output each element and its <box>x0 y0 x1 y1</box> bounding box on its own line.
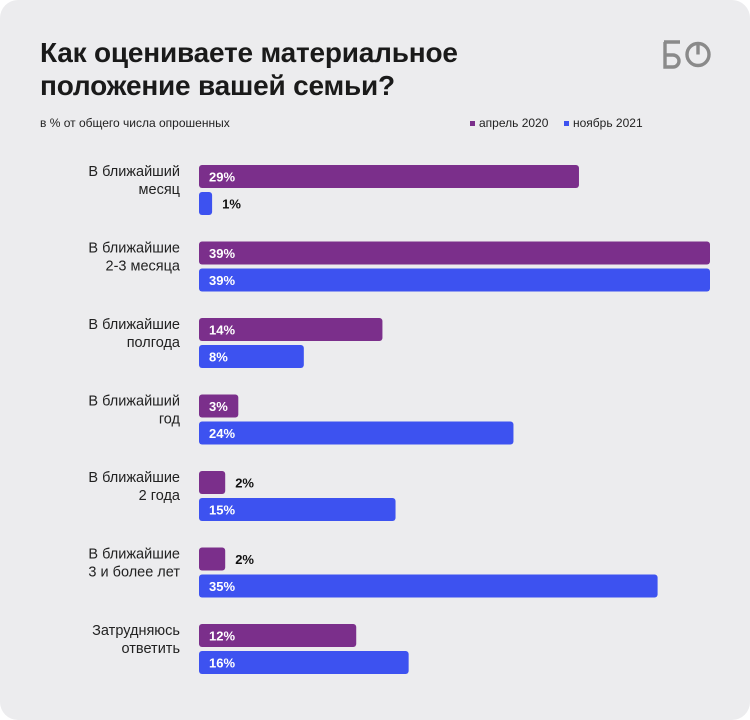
bo-logo: БО <box>663 40 711 69</box>
bar <box>199 192 213 215</box>
bar-value-label: 3% <box>209 399 228 414</box>
bar <box>199 498 396 521</box>
bar <box>199 547 226 571</box>
category-label: В ближайший месяц <box>88 164 180 198</box>
category-label: В ближайшие полгода <box>88 317 181 351</box>
bar <box>199 624 357 647</box>
bar <box>199 574 658 598</box>
bar <box>199 345 304 368</box>
category-label: В ближайшие 2 года <box>88 470 181 504</box>
bar <box>199 165 579 188</box>
legend-item-november-2021: ноябрь 2021 <box>564 116 643 130</box>
bar-value-label: 24% <box>209 426 235 441</box>
bar-value-label: 16% <box>209 656 235 671</box>
legend-swatch-april-2020 <box>470 120 475 126</box>
legend-label-april-2020: апрель 2020 <box>479 116 549 130</box>
bar-value-label: 12% <box>209 629 235 644</box>
legend-label-november-2021: ноябрь 2021 <box>573 116 643 130</box>
bar <box>199 241 710 265</box>
bar <box>199 394 239 418</box>
legend-item-april-2020: апрель 2020 <box>470 116 548 130</box>
bar <box>199 318 383 341</box>
chart-title: Как оцениваете материальное положение ва… <box>40 37 458 101</box>
category-label: В ближайшие 3 и более лет <box>88 547 180 581</box>
bar-value-label: 39% <box>209 273 235 288</box>
bar-value-label: 39% <box>209 246 235 261</box>
bar-value-label: 1% <box>222 197 241 212</box>
category-label: Затрудняюсь ответить <box>92 623 180 657</box>
legend-swatch-november-2021 <box>564 120 569 126</box>
bar-value-label: 15% <box>209 503 235 518</box>
bar <box>199 268 710 292</box>
bar <box>199 651 409 674</box>
category-label: В ближайшие 2-3 месяца <box>88 241 181 275</box>
chart-subtitle: в % от общего числа опрошенных <box>40 116 230 130</box>
bar-value-label: 2% <box>235 552 254 567</box>
bar-value-label: 29% <box>209 170 235 185</box>
bar <box>199 421 514 445</box>
bar <box>199 471 226 494</box>
category-label: В ближайший год <box>88 394 180 428</box>
bar-value-label: 35% <box>209 579 235 594</box>
bar-value-label: 14% <box>209 323 235 338</box>
bar-value-label: 8% <box>209 350 228 365</box>
bar-value-label: 2% <box>235 476 254 491</box>
